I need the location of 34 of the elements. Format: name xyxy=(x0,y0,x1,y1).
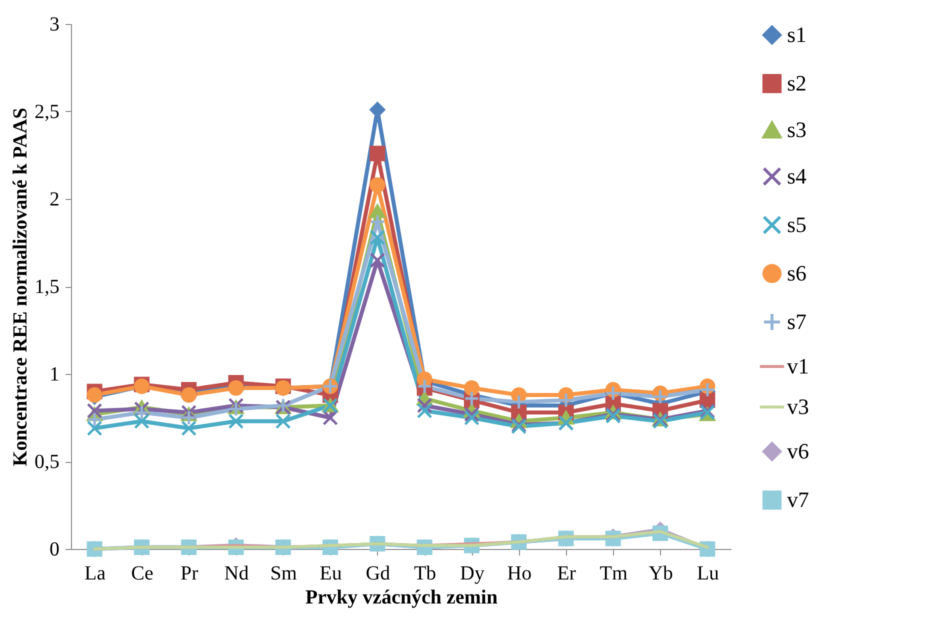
legend-label: v3 xyxy=(787,394,809,419)
legend-label: s2 xyxy=(787,70,807,96)
legend-label: v6 xyxy=(787,438,809,464)
legend-label: v7 xyxy=(787,487,809,512)
y-tick-label: 1,5 xyxy=(34,276,60,298)
legend-label: s7 xyxy=(787,309,807,334)
x-axis-title: Prvky vzácných zemin xyxy=(305,586,498,608)
x-tick-label: Sm xyxy=(270,562,298,584)
x-tick-label: La xyxy=(84,562,106,584)
legend-label: s4 xyxy=(787,164,807,188)
y-tick-label: 0,5 xyxy=(34,451,60,473)
y-tick-label: 2 xyxy=(50,188,60,210)
y-tick-label: 0 xyxy=(50,538,60,560)
legend-label: s1 xyxy=(787,22,807,47)
x-tick-label: Tm xyxy=(600,562,628,584)
legend-label: s6 xyxy=(787,260,807,286)
legend-label: v1 xyxy=(787,354,809,378)
x-tick-label: Er xyxy=(557,562,576,584)
x-tick-label: Dy xyxy=(460,562,484,584)
x-tick-label: Yb xyxy=(648,562,674,584)
x-tick-label: Eu xyxy=(320,562,342,584)
x-tick-label: Tb xyxy=(414,562,436,584)
x-tick-label: Ce xyxy=(131,562,154,584)
x-tick-label: Gd xyxy=(366,562,390,584)
x-tick-label: Ho xyxy=(507,562,532,584)
y-tick-label: 2,5 xyxy=(34,101,60,123)
x-tick-label: Pr xyxy=(180,562,199,584)
y-axis-title: Koncentrace REE normalizované k PAAS xyxy=(10,108,32,466)
x-tick-label: Nd xyxy=(224,562,249,584)
legend-label: s5 xyxy=(787,212,807,237)
y-tick-label: 3 xyxy=(50,14,60,36)
x-tick-label: Lu xyxy=(696,562,720,584)
y-tick-label: 1 xyxy=(50,364,60,386)
legend-label: s3 xyxy=(787,117,807,142)
